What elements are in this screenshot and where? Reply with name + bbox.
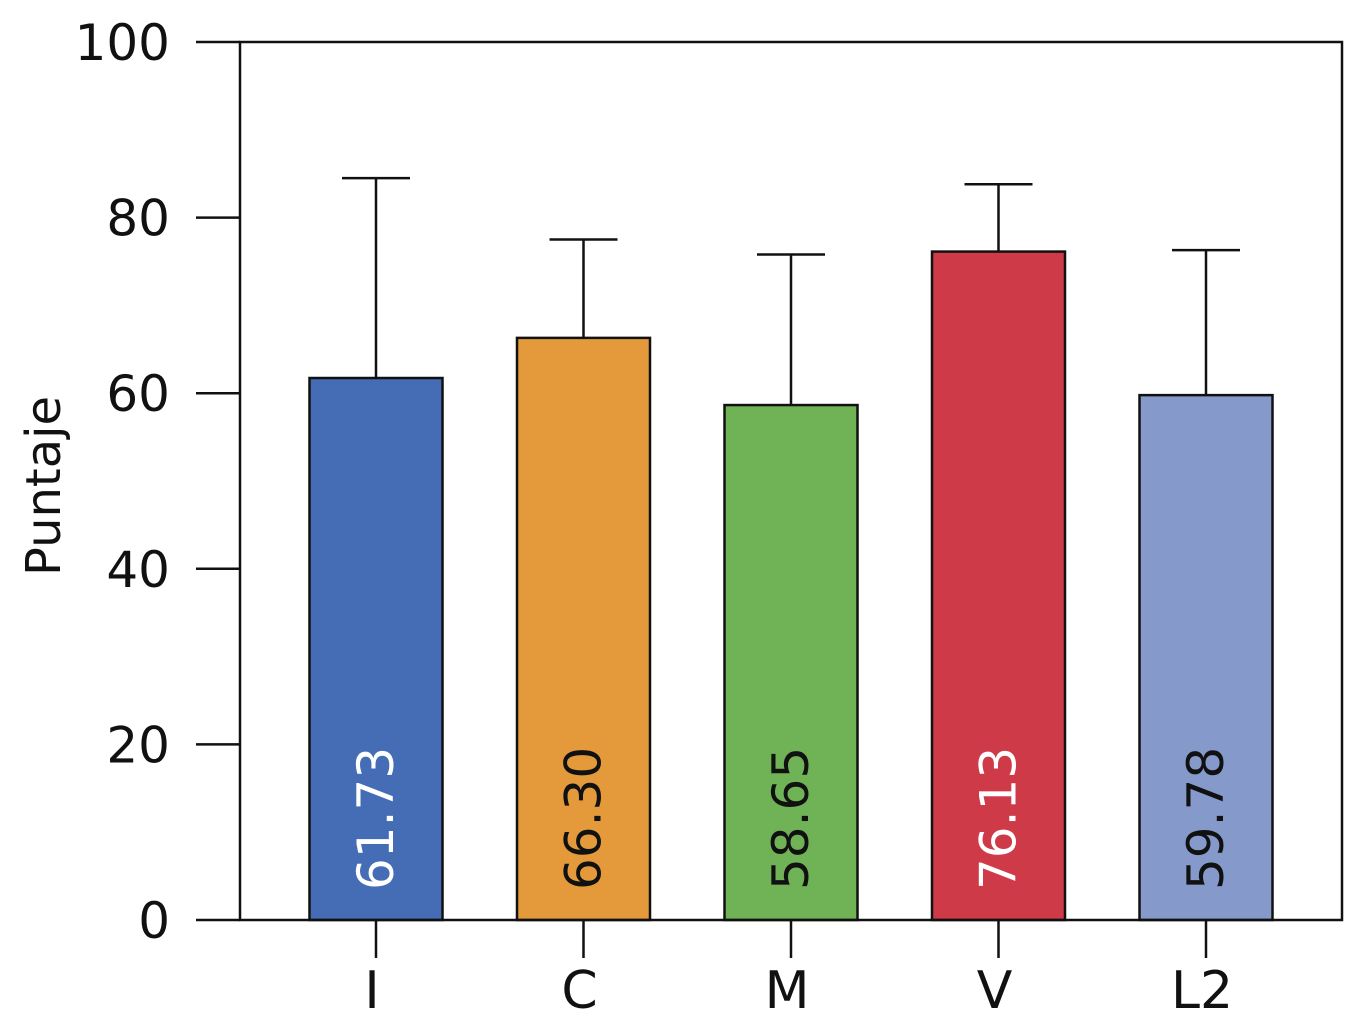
value-label-i: 61.73 (347, 747, 405, 890)
x-tick-label-m: M (765, 961, 810, 1021)
value-label-v: 76.13 (970, 747, 1028, 890)
y-tick-label: 60 (106, 365, 170, 423)
plot-frame (238, 40, 1344, 922)
y-tick-label: 80 (106, 190, 170, 248)
x-tick-label-v: V (977, 961, 1013, 1021)
y-axis-title: Puntaje (16, 396, 72, 576)
y-tick-label: 20 (106, 716, 170, 774)
x-axis: I C M V L2 (364, 920, 1233, 1021)
bar-i (308, 376, 444, 922)
bars (308, 250, 1274, 922)
y-axis: 0 20 40 60 80 100 (75, 14, 240, 950)
bar-l2 (1138, 393, 1274, 922)
error-bars (342, 176, 1240, 406)
value-labels: 61.73 66.30 58.65 76.13 59.78 (347, 747, 1235, 890)
bar-v (930, 250, 1067, 922)
x-tick-label-c: C (561, 961, 597, 1021)
value-label-c: 66.30 (555, 747, 613, 890)
y-tick-label: 100 (75, 14, 170, 72)
y-tick-label: 0 (138, 892, 170, 950)
x-tick-label-l2: L2 (1171, 961, 1233, 1021)
x-tick-label-i: I (364, 961, 379, 1021)
value-label-l2: 59.78 (1177, 747, 1235, 890)
value-label-m: 58.65 (762, 747, 820, 890)
y-tick-label: 40 (106, 541, 170, 599)
